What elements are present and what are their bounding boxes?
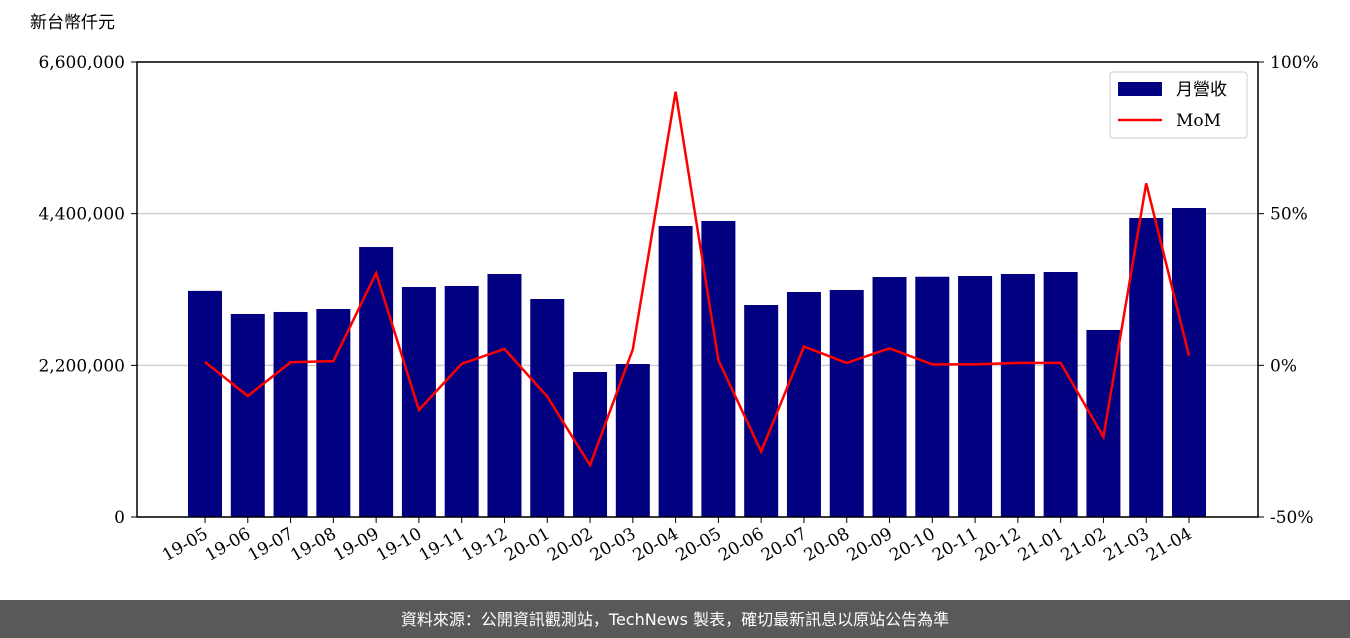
legend-label: MoM: [1176, 111, 1221, 131]
y-tick-label: 0: [114, 508, 125, 528]
x-tick-label: 20-06: [715, 524, 767, 566]
bar: [1172, 208, 1206, 517]
bar: [188, 290, 222, 517]
bar: [530, 299, 565, 517]
y-tick-label: 2,200,000: [38, 356, 125, 376]
x-tick-label: 20-08: [801, 524, 853, 566]
x-tick-label: 19-09: [330, 524, 382, 566]
bar: [744, 305, 779, 517]
x-tick-label: 19-06: [202, 524, 254, 566]
bar: [487, 273, 522, 517]
x-tick-label: 20-07: [758, 524, 810, 566]
bar: [701, 220, 736, 517]
x-tick-label: 19-08: [287, 524, 339, 566]
x-tick-label: 21-02: [1057, 524, 1109, 566]
footer-text: 資料來源：公開資訊觀測站，TechNews 製表，確切最新訊息以原站公告為準: [401, 610, 949, 629]
bar: [1000, 273, 1035, 517]
x-tick-label: 19-10: [373, 524, 425, 566]
bar: [273, 311, 308, 517]
x-tick-label: 20-02: [544, 524, 596, 566]
legend-swatch: [1118, 82, 1162, 96]
y2-tick-label: 0%: [1270, 356, 1297, 376]
bar: [615, 364, 650, 517]
x-tick-label: 21-03: [1100, 524, 1152, 566]
x-tick-label: 20-10: [886, 524, 938, 566]
x-tick-label: 20-04: [630, 524, 682, 566]
bar: [872, 277, 907, 517]
bar: [1129, 218, 1164, 518]
y-tick-label: 6,600,000: [38, 53, 125, 73]
x-tick-label: 20-05: [672, 524, 724, 566]
bar: [444, 285, 479, 517]
bar: [359, 247, 394, 518]
legend-label: 月營收: [1176, 80, 1227, 100]
bar: [829, 289, 864, 517]
x-tick-label: 20-11: [929, 524, 981, 566]
bar: [1043, 271, 1078, 517]
x-tick-label: 19-07: [245, 524, 297, 566]
plot-frame: [136, 61, 1259, 518]
x-tick-label: 20-12: [972, 524, 1024, 566]
x-tick-label: 21-01: [1015, 524, 1067, 566]
y-axis-label: 新台幣仟元: [30, 13, 115, 33]
bar: [1086, 329, 1121, 517]
x-tick-label: 20-01: [501, 524, 553, 566]
bar: [658, 226, 693, 517]
bar: [230, 313, 265, 517]
y2-tick-label: 50%: [1270, 205, 1308, 225]
x-tick-label: 20-09: [844, 524, 896, 566]
x-tick-label: 20-03: [587, 524, 639, 566]
bar: [316, 309, 351, 517]
x-tick-label: 19-05: [159, 524, 211, 566]
footer-band: [0, 600, 1350, 638]
x-tick-label: 21-04: [1143, 524, 1195, 566]
bar: [786, 291, 821, 517]
y2-tick-label: 100%: [1270, 53, 1319, 73]
bar: [915, 276, 950, 517]
bar: [401, 287, 436, 517]
bar: [573, 372, 608, 517]
y-tick-label: 4,400,000: [38, 205, 125, 225]
x-tick-label: 19-12: [459, 524, 511, 566]
line: [204, 91, 1191, 468]
bar: [958, 275, 993, 517]
x-tick-label: 19-11: [416, 524, 468, 566]
y2-tick-label: -50%: [1270, 508, 1314, 528]
